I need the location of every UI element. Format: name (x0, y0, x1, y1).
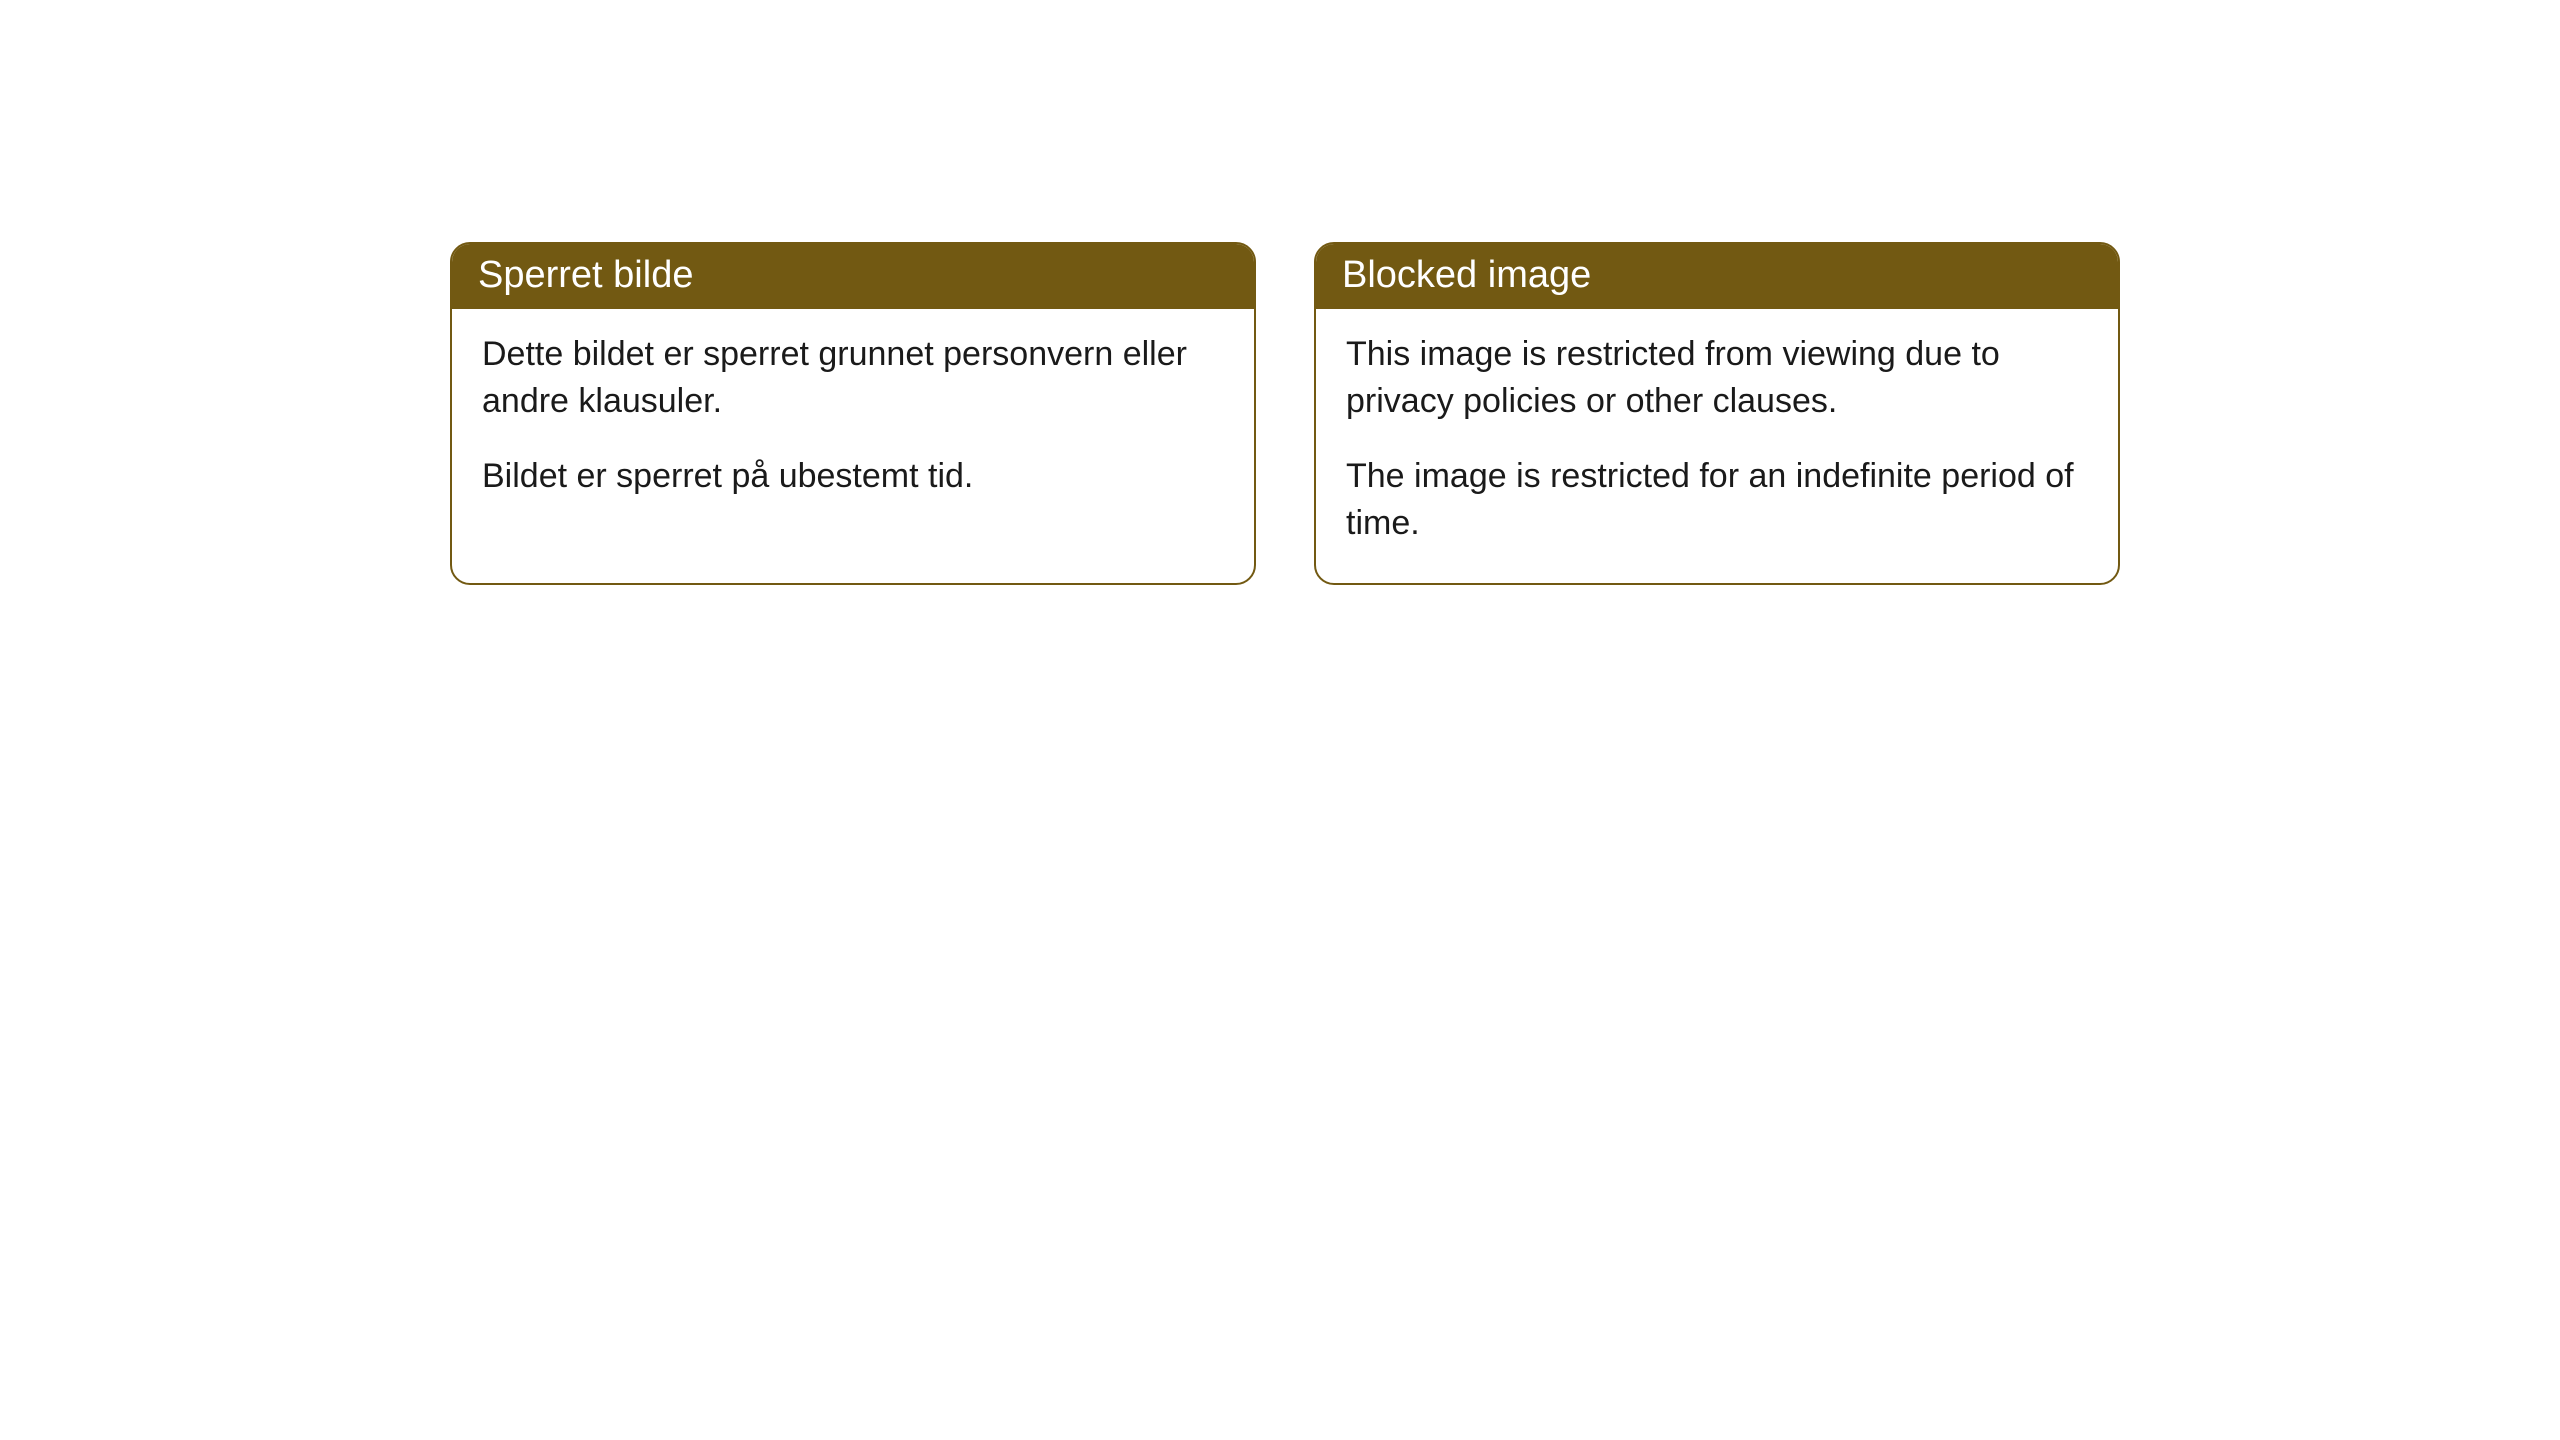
blocked-image-card-norwegian: Sperret bilde Dette bildet er sperret gr… (450, 242, 1256, 585)
card-title: Blocked image (1316, 244, 2118, 309)
notice-cards-container: Sperret bilde Dette bildet er sperret gr… (0, 0, 2560, 585)
card-title: Sperret bilde (452, 244, 1254, 309)
card-paragraph: Bildet er sperret på ubestemt tid. (482, 453, 1224, 500)
blocked-image-card-english: Blocked image This image is restricted f… (1314, 242, 2120, 585)
card-paragraph: This image is restricted from viewing du… (1346, 331, 2088, 425)
card-paragraph: Dette bildet er sperret grunnet personve… (482, 331, 1224, 425)
card-body: Dette bildet er sperret grunnet personve… (452, 309, 1254, 536)
card-body: This image is restricted from viewing du… (1316, 309, 2118, 583)
card-paragraph: The image is restricted for an indefinit… (1346, 453, 2088, 547)
